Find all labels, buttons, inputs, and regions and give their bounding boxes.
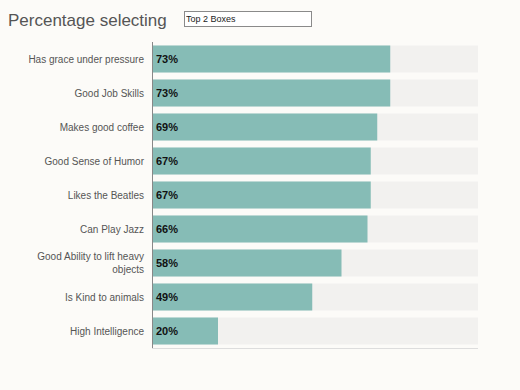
svg-text:58%: 58% [156, 257, 178, 269]
svg-text:Percentage selecting: Percentage selecting [8, 11, 167, 30]
svg-text:Good Ability to lift heavyobje: Good Ability to lift heavyobjects [37, 251, 144, 275]
svg-text:High Intelligence: High Intelligence [70, 326, 144, 337]
svg-text:49%: 49% [156, 291, 178, 303]
svg-text:Makes good coffee: Makes good coffee [60, 122, 145, 133]
svg-text:Good Job Skills: Good Job Skills [75, 88, 144, 99]
svg-text:67%: 67% [156, 189, 178, 201]
svg-text:73%: 73% [156, 87, 178, 99]
svg-text:Has grace under pressure: Has grace under pressure [28, 54, 144, 65]
svg-text:66%: 66% [156, 223, 178, 235]
svg-text:Is Kind to animals: Is Kind to animals [65, 292, 144, 303]
svg-text:69%: 69% [156, 121, 178, 133]
svg-text:Top 2 Boxes: Top 2 Boxes [186, 14, 236, 24]
svg-text:Good Sense of Humor: Good Sense of Humor [45, 156, 145, 167]
svg-text:73%: 73% [156, 53, 178, 65]
svg-text:Likes the Beatles: Likes the Beatles [68, 190, 144, 201]
svg-text:67%: 67% [156, 155, 178, 167]
svg-text:Can Play Jazz: Can Play Jazz [80, 224, 144, 235]
svg-text:20%: 20% [156, 325, 178, 337]
